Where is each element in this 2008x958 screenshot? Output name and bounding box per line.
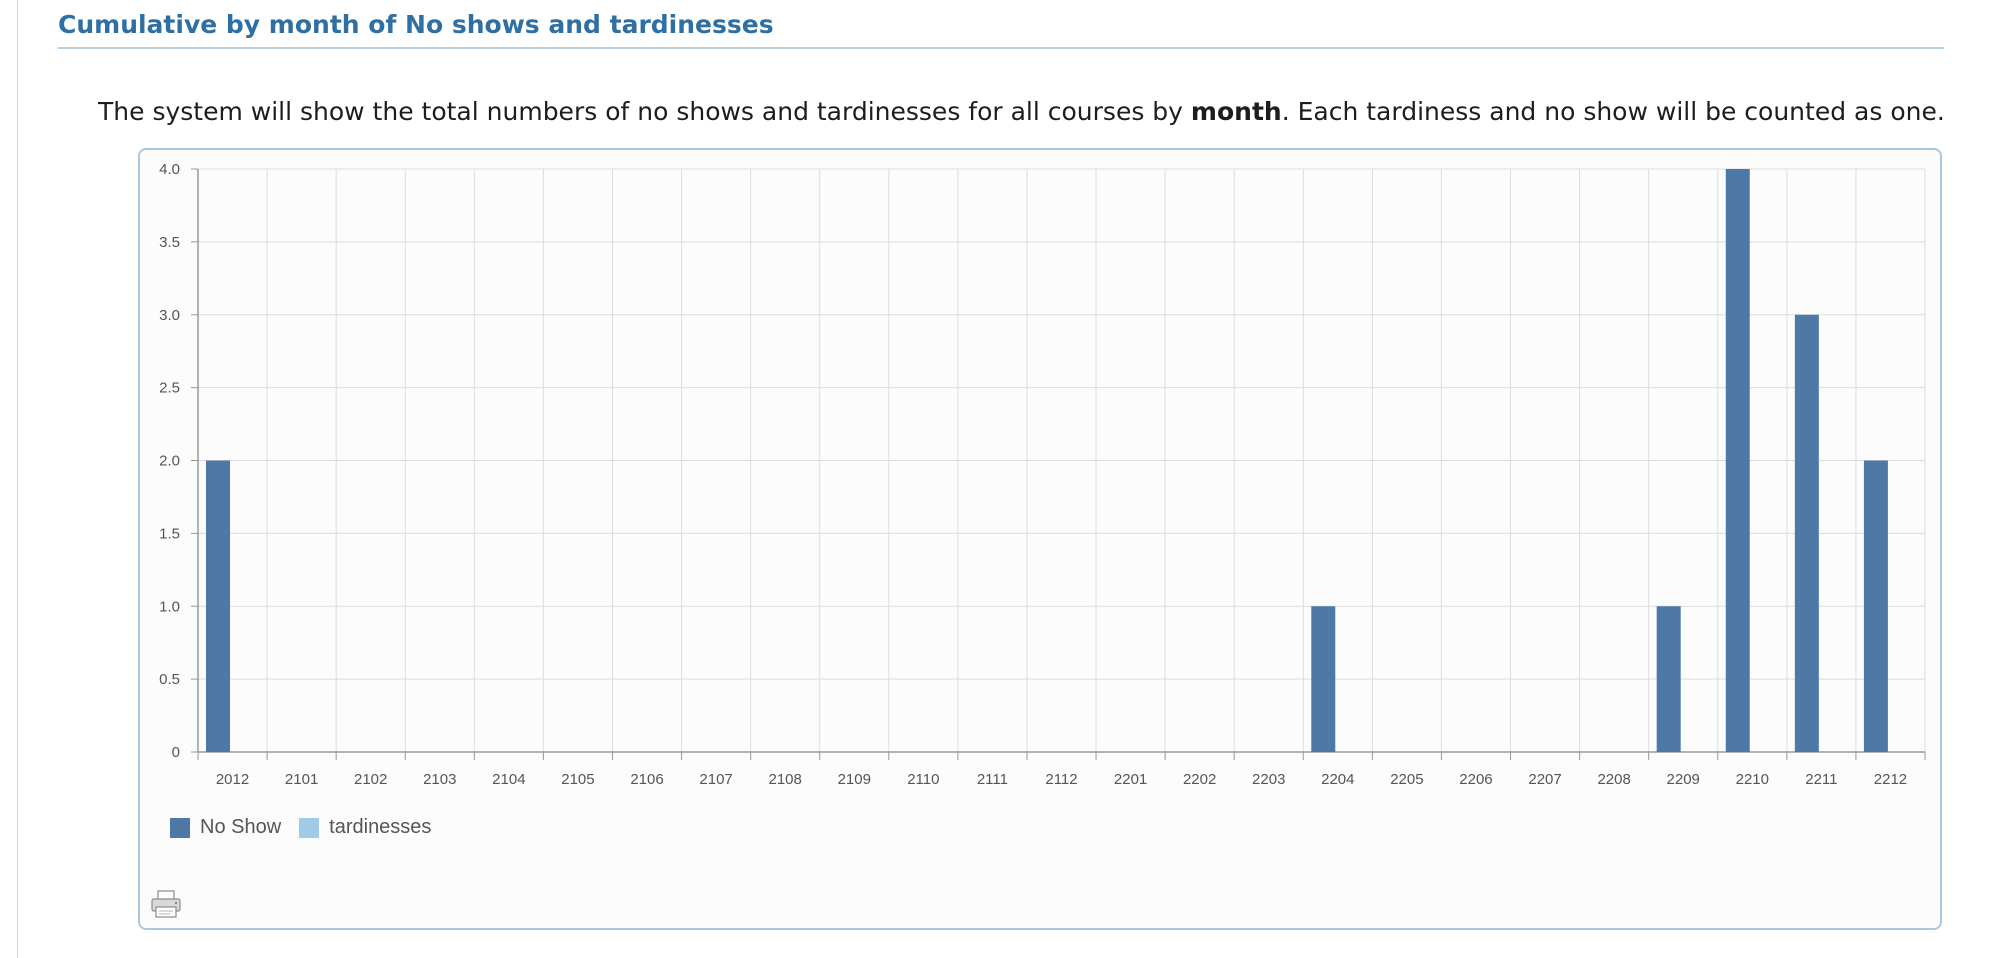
x-tick-label: 2206 bbox=[1459, 771, 1492, 788]
chart-panel bbox=[138, 148, 1942, 930]
bar-no-show bbox=[1656, 606, 1681, 752]
x-tick-label: 2101 bbox=[285, 771, 318, 788]
x-tick-label: 2207 bbox=[1528, 771, 1561, 788]
legend-label: tardinesses bbox=[329, 816, 432, 838]
x-tick-label: 2112 bbox=[1045, 771, 1077, 788]
x-tick-label: 2209 bbox=[1667, 771, 1700, 788]
x-tick-label: 2211 bbox=[1805, 771, 1837, 788]
legend-item-tardinesses[interactable]: tardinesses bbox=[299, 816, 431, 839]
y-tick-label: 1.0 bbox=[159, 598, 180, 615]
print-button[interactable] bbox=[150, 889, 182, 919]
y-tick-label: 1.5 bbox=[159, 525, 180, 542]
y-tick-label: 3.5 bbox=[159, 234, 180, 251]
x-tick-label: 2106 bbox=[630, 771, 663, 788]
chart-legend: No Show tardinesses bbox=[170, 816, 449, 839]
x-tick-label: 2110 bbox=[907, 771, 939, 788]
description-after: . Each tardiness and no show will be cou… bbox=[1281, 97, 1945, 126]
x-tick-label: 2103 bbox=[423, 771, 456, 788]
description-text: The system will show the total numbers o… bbox=[98, 97, 1945, 126]
x-tick-label: 2108 bbox=[768, 771, 801, 788]
x-tick-label: 2203 bbox=[1252, 771, 1285, 788]
x-tick-label: 2212 bbox=[1874, 771, 1907, 788]
y-tick-label: 2.0 bbox=[159, 453, 180, 470]
x-tick-label: 2205 bbox=[1390, 771, 1423, 788]
legend-item-no-show[interactable]: No Show bbox=[170, 816, 281, 839]
printer-icon bbox=[151, 890, 181, 918]
x-tick-label: 2105 bbox=[561, 771, 594, 788]
x-tick-label: 2204 bbox=[1321, 771, 1354, 788]
x-tick-label: 2210 bbox=[1736, 771, 1769, 788]
x-tick-label: 2202 bbox=[1183, 771, 1216, 788]
x-tick-label: 2201 bbox=[1114, 771, 1147, 788]
bar-no-show bbox=[1725, 169, 1750, 752]
legend-label: No Show bbox=[200, 816, 282, 838]
y-tick-label: 4.0 bbox=[159, 161, 180, 178]
title-divider bbox=[58, 47, 1944, 49]
bar-no-show bbox=[1863, 460, 1888, 752]
description-bold: month bbox=[1190, 97, 1282, 126]
bar-no-show bbox=[206, 460, 230, 752]
page-left-border bbox=[17, 0, 18, 958]
y-tick-label: 0.5 bbox=[159, 671, 180, 688]
x-tick-label: 2109 bbox=[838, 771, 871, 788]
legend-swatch bbox=[299, 817, 320, 838]
x-tick-label: 2208 bbox=[1597, 771, 1630, 788]
x-tick-label: 2102 bbox=[354, 771, 387, 788]
y-tick-label: 0 bbox=[172, 744, 180, 761]
x-tick-label: 2012 bbox=[216, 771, 249, 788]
y-tick-label: 2.5 bbox=[159, 380, 180, 397]
x-tick-label: 2111 bbox=[977, 771, 1008, 788]
description-before: The system will show the total numbers o… bbox=[98, 97, 1191, 126]
bar-no-show bbox=[1311, 606, 1336, 752]
x-tick-label: 2107 bbox=[699, 771, 732, 788]
legend-swatch bbox=[170, 817, 190, 838]
bar-no-show bbox=[1794, 314, 1819, 752]
y-tick-label: 3.0 bbox=[159, 307, 180, 324]
x-tick-label: 2104 bbox=[492, 771, 525, 788]
section-title: Cumulative by month of No shows and tard… bbox=[58, 10, 774, 39]
